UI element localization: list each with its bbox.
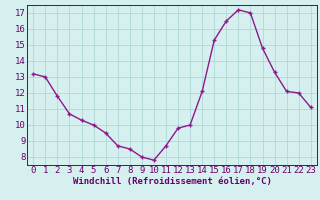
X-axis label: Windchill (Refroidissement éolien,°C): Windchill (Refroidissement éolien,°C) — [73, 177, 271, 186]
